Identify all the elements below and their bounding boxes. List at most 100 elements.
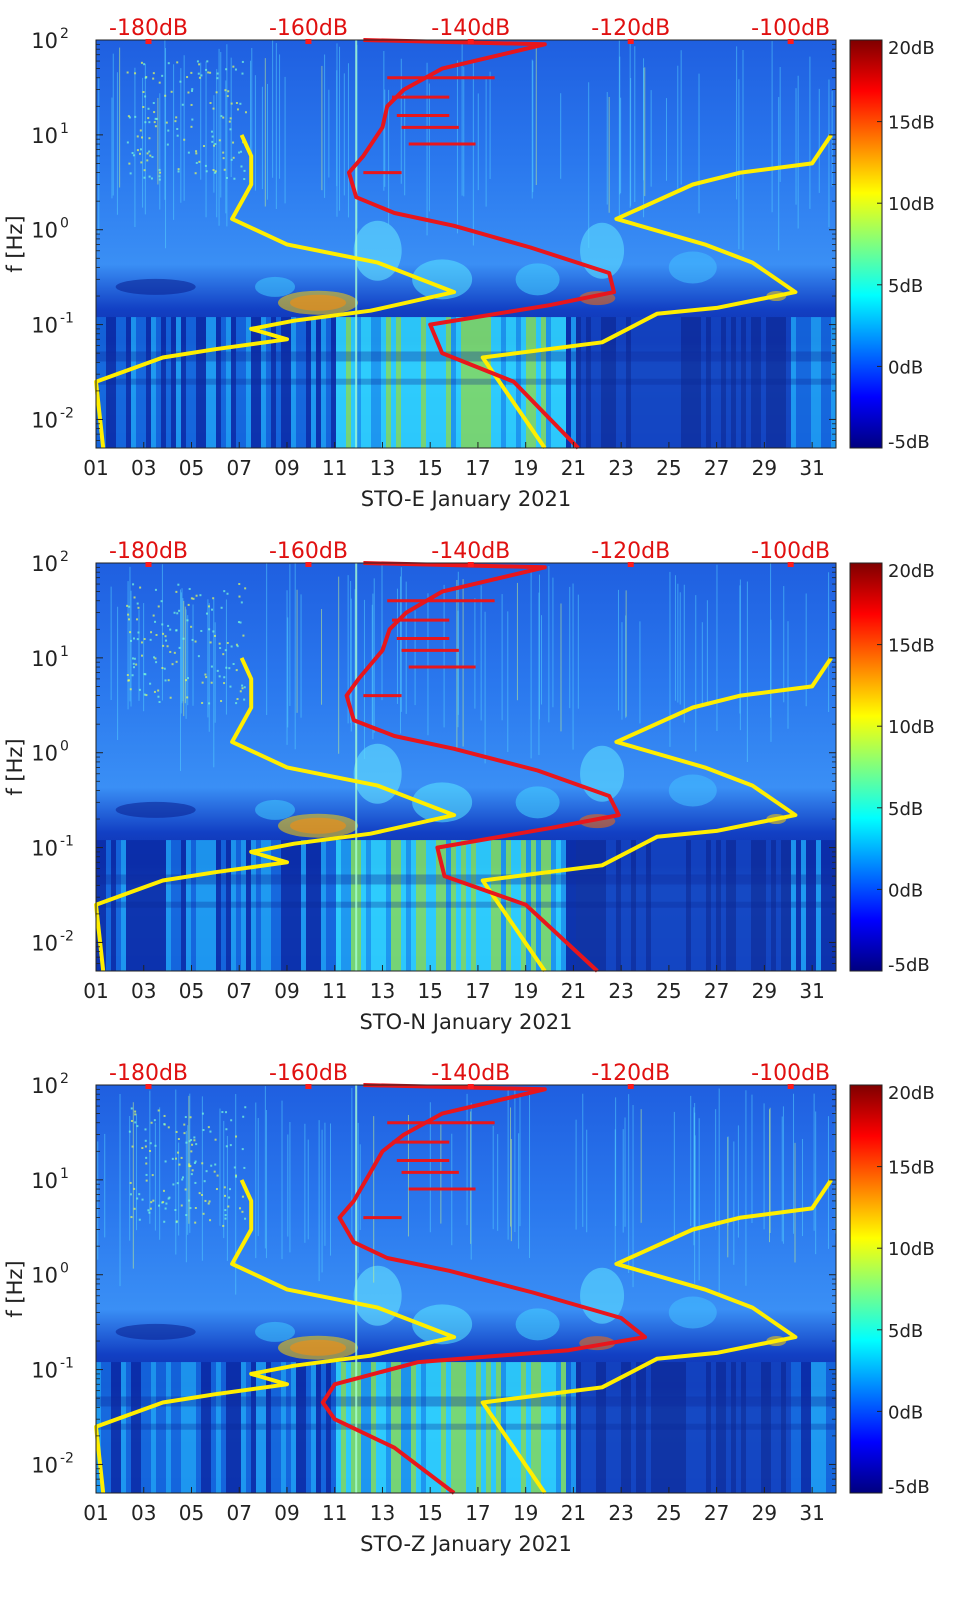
y-tick-label-exp: -1	[60, 834, 74, 850]
x-tick-label: 11	[322, 1501, 347, 1525]
x-tick-label: 15	[417, 979, 442, 1003]
colorbar-label: 20dB	[888, 38, 935, 59]
x-tick-label: 01	[83, 1501, 108, 1525]
top-marker	[145, 39, 152, 44]
x-tick-label: 19	[513, 1501, 538, 1525]
top-marker	[467, 562, 474, 567]
psd-spikes	[363, 76, 495, 175]
x-tick-label: 01	[83, 456, 108, 480]
top-axis-label: -140dB	[431, 539, 510, 564]
top-marker	[787, 1084, 794, 1089]
low-frequency-streaks	[96, 840, 836, 971]
x-tick-label: 05	[179, 979, 204, 1003]
colorbar-label: 15dB	[888, 636, 935, 657]
x-tick-label: 07	[226, 979, 251, 1003]
x-tick-label: 03	[131, 979, 156, 1003]
x-tick-label: 17	[465, 1501, 490, 1525]
y-tick-label-exp: 0	[60, 1261, 69, 1277]
x-tick-label: 29	[752, 1501, 777, 1525]
plot-frame	[95, 1084, 837, 1494]
y-tick-label-base: 10	[31, 314, 58, 338]
top-axis-label: -160dB	[269, 539, 348, 564]
x-tick-label: 19	[513, 456, 538, 480]
x-tick-label: 11	[322, 456, 347, 480]
x-tick-label: 29	[752, 456, 777, 480]
y-tick-label-exp: 0	[60, 739, 69, 755]
x-tick-label: 31	[799, 979, 824, 1003]
y-tick-label-base: 10	[31, 552, 58, 576]
colorbar	[849, 1084, 883, 1494]
y-tick-label-exp: 1	[60, 121, 69, 137]
curve-station-PSD	[344, 561, 621, 973]
y-tick-label-base: 10	[31, 408, 58, 432]
top-axis-label: -100dB	[751, 16, 830, 41]
x-tick-label: 27	[704, 1501, 729, 1525]
curve-noise-model-low	[480, 133, 833, 450]
x-tick-label: 05	[179, 456, 204, 480]
x-tick-label: 13	[370, 456, 395, 480]
top-marker	[787, 39, 794, 44]
y-tick-label-base: 10	[31, 742, 58, 766]
x-tick-label: 15	[417, 1501, 442, 1525]
transient-streaks	[110, 563, 830, 971]
top-marker	[627, 39, 634, 44]
y-tick-label-base: 10	[31, 837, 58, 861]
y-tick-label-base: 10	[31, 124, 58, 148]
top-marker	[145, 562, 152, 567]
x-tick-label: 03	[131, 456, 156, 480]
y-tick-label-exp: 1	[60, 644, 69, 660]
top-axis-label: -120dB	[591, 16, 670, 41]
top-axis-label: -120dB	[591, 1061, 670, 1086]
microseism-blobs	[115, 743, 787, 838]
top-marker	[305, 562, 312, 567]
x-tick-label: 29	[752, 979, 777, 1003]
x-tick-label: 07	[226, 1501, 251, 1525]
y-tick-label-base: 10	[31, 931, 58, 955]
x-tick-label: 07	[226, 456, 251, 480]
x-tick-label: 25	[656, 979, 681, 1003]
colorbar-label: -5dB	[888, 432, 930, 453]
y-tick-label-exp: -2	[60, 928, 74, 944]
colorbar	[849, 39, 883, 449]
curve-noise-model-high	[94, 657, 457, 972]
x-tick-label: 15	[417, 456, 442, 480]
x-tick-label: 23	[608, 456, 633, 480]
y-tick-label-exp: -2	[60, 405, 74, 421]
x-tick-label: 09	[274, 456, 299, 480]
y-tick-label-exp: 2	[60, 26, 69, 42]
x-tick-label: 21	[561, 1501, 586, 1525]
transient-streaks	[97, 1085, 836, 1493]
colorbar-label: 15dB	[888, 113, 935, 134]
top-marker	[627, 562, 634, 567]
microseism-blobs	[115, 1265, 787, 1360]
colorbar-label: 5dB	[888, 1321, 923, 1342]
x-tick-label: 17	[465, 456, 490, 480]
x-tick-label: 31	[799, 1501, 824, 1525]
y-tick-label-base: 10	[31, 1359, 58, 1383]
y-tick-label-exp: -2	[60, 1450, 74, 1466]
top-marker	[305, 39, 312, 44]
x-axis-title: STO-E January 2021	[361, 487, 572, 511]
top-axis-label: -180dB	[109, 1061, 188, 1086]
top-axis-label: -100dB	[751, 539, 830, 564]
x-tick-label: 19	[513, 979, 538, 1003]
curve-noise-model-low	[480, 1178, 833, 1495]
x-tick-label: 21	[561, 979, 586, 1003]
top-marker	[305, 1084, 312, 1089]
top-axis-label: -100dB	[751, 1061, 830, 1086]
top-marker	[627, 1084, 634, 1089]
top-marker	[467, 39, 474, 44]
x-tick-label: 31	[799, 456, 824, 480]
low-frequency-streaks	[96, 317, 836, 448]
y-axis-title: f [Hz]	[3, 738, 27, 795]
colorbar-label: -5dB	[888, 955, 930, 976]
colorbar-label: 20dB	[888, 1083, 935, 1104]
transient-streaks	[98, 40, 833, 448]
top-axis-label: -140dB	[431, 1061, 510, 1086]
microseism-blobs	[115, 220, 787, 315]
top-axis-label: -160dB	[269, 16, 348, 41]
